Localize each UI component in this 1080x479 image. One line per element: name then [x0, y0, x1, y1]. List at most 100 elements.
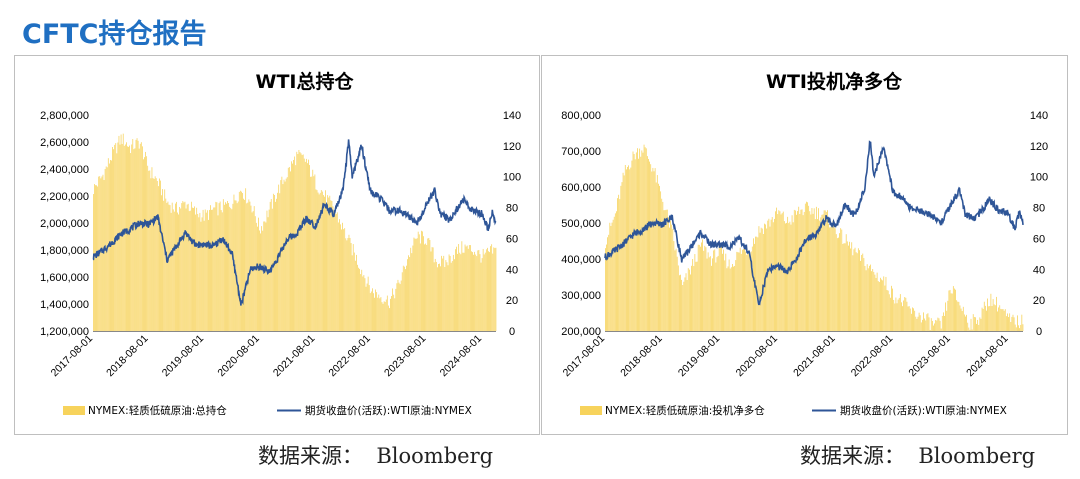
bar [309, 165, 310, 331]
bar [667, 217, 669, 331]
bar [611, 222, 613, 331]
bar [491, 244, 493, 331]
bar [442, 258, 444, 331]
bar [925, 320, 927, 331]
bar [205, 212, 207, 331]
bar [141, 146, 143, 331]
bar [956, 300, 958, 331]
bar [397, 279, 399, 331]
bar [193, 208, 194, 331]
bar [292, 163, 293, 331]
bar [862, 253, 864, 331]
bar [171, 202, 173, 331]
bar [187, 203, 189, 331]
bar [793, 209, 795, 331]
bar [933, 325, 934, 331]
bar [219, 201, 221, 331]
bar [881, 279, 882, 331]
bar [898, 297, 900, 331]
bar [307, 163, 308, 331]
bar [226, 203, 227, 331]
bar [175, 203, 176, 331]
bar [337, 222, 339, 331]
y-left-tick-label: 500,000 [561, 218, 601, 230]
bar [456, 246, 457, 331]
bar [344, 228, 346, 331]
bar [877, 281, 879, 331]
bar [776, 207, 778, 331]
bar [1022, 324, 1024, 331]
bar [405, 269, 406, 331]
bar [435, 261, 437, 331]
chart-title: WTI总持仓 [256, 70, 355, 93]
bar [707, 252, 709, 331]
bar [301, 155, 303, 331]
bar [455, 249, 456, 331]
bar [299, 152, 301, 331]
bar [381, 302, 383, 331]
bar [215, 201, 217, 331]
bar [961, 311, 963, 331]
bar [759, 232, 761, 331]
bar [134, 148, 136, 331]
y-left-tick-label: 700,000 [561, 146, 601, 158]
bar [928, 317, 930, 331]
bar [909, 308, 911, 331]
bar [262, 230, 264, 331]
bar [954, 288, 955, 331]
bar [1004, 309, 1006, 331]
bar [445, 260, 447, 331]
bar [669, 227, 670, 331]
bar [779, 211, 781, 331]
bar [708, 257, 710, 331]
bar [846, 241, 848, 331]
x-tick-label: 2022-08-01 [849, 333, 896, 380]
bar [811, 208, 813, 331]
bar [217, 215, 219, 331]
bar [332, 206, 334, 331]
bar [1021, 314, 1023, 331]
bar [637, 148, 638, 331]
bar [1020, 324, 1022, 331]
bar [460, 254, 462, 331]
bar [714, 249, 716, 331]
bar [255, 222, 257, 331]
bar [225, 202, 226, 331]
bar [223, 204, 225, 331]
bar [162, 189, 163, 331]
bar [126, 142, 127, 331]
bar [185, 208, 187, 331]
bar [892, 288, 893, 331]
bar [196, 207, 198, 331]
bar [108, 163, 110, 331]
bar [986, 310, 987, 331]
bar [691, 265, 692, 331]
bar [789, 221, 791, 331]
bar [701, 242, 702, 331]
bar [804, 203, 806, 331]
bar [1008, 317, 1009, 331]
bar [310, 176, 312, 331]
bar [646, 156, 648, 331]
bar [818, 208, 819, 331]
y-left-tick-label: 2,800,000 [40, 110, 89, 122]
bar [473, 254, 474, 331]
bar [1001, 309, 1003, 331]
bar [356, 254, 357, 331]
bar [278, 184, 280, 331]
bar [235, 200, 237, 331]
bar [492, 253, 494, 331]
bar [358, 267, 359, 331]
bar [977, 319, 979, 331]
bar [197, 213, 199, 331]
bar [943, 312, 944, 331]
bar [206, 210, 208, 331]
bar [788, 223, 790, 331]
bar [672, 228, 674, 331]
bar [393, 294, 395, 331]
bar [481, 258, 483, 331]
bar [311, 176, 313, 331]
bar [95, 185, 96, 331]
bar [693, 266, 695, 331]
bar [440, 266, 441, 331]
